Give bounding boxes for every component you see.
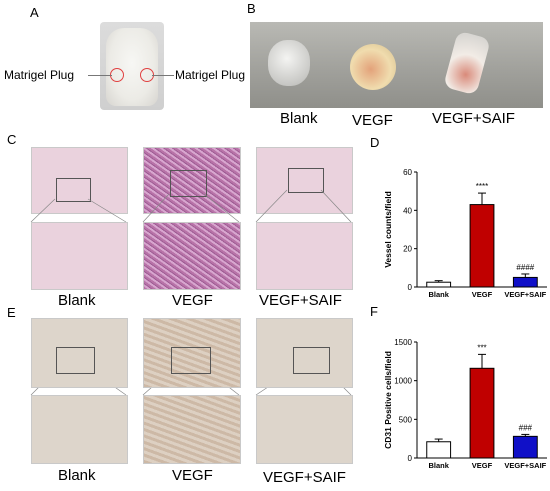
- x-tick-label: VEGF: [472, 461, 493, 470]
- x-tick-label: VEGF+SAIF: [504, 290, 546, 299]
- zoom-box: [288, 168, 324, 193]
- mouse-body: [106, 28, 158, 106]
- x-tick-label: VEGF: [472, 290, 493, 299]
- ihc-vegf-zoom: [143, 395, 241, 464]
- bar: [512, 435, 538, 459]
- ihc-blank-overview: [31, 318, 128, 388]
- y-tick-label: 0: [408, 283, 413, 292]
- left-plug-label: Matrigel Plug: [4, 68, 75, 82]
- y-tick-label: 1000: [394, 377, 412, 386]
- zoom-box: [170, 170, 207, 197]
- y-tick-label: 1500: [394, 338, 412, 347]
- zoom-box: [56, 347, 95, 374]
- he-saif-overview: [256, 147, 353, 214]
- he-blank-zoom: [31, 222, 128, 290]
- y-tick-label: 60: [403, 168, 412, 177]
- significance-label: ###: [519, 423, 533, 432]
- bar: [469, 204, 495, 288]
- ihc-vegf-overview: [143, 318, 241, 388]
- ihc-blank-zoom: [31, 395, 128, 464]
- right-pointer-line: [152, 75, 174, 76]
- y-axis-label: CD31 Positive cells/field: [383, 351, 393, 449]
- significance-label: ****: [476, 182, 488, 191]
- he-saif-zoom: [256, 222, 353, 290]
- e-label-vegf: VEGF: [172, 467, 213, 484]
- c-label-vegf: VEGF: [172, 292, 213, 309]
- bar: [426, 281, 452, 288]
- vessel-count-chart: 0 20 40 60 Vessel counts/field Blank VEGF **** V…: [383, 168, 547, 299]
- c-label-vegf-saif: VEGF+SAIF: [259, 292, 342, 309]
- y-tick-label: 0: [408, 454, 413, 463]
- bar: [469, 367, 495, 459]
- significance-label: ***: [477, 343, 486, 352]
- he-blank-overview: [31, 147, 128, 214]
- e-label-blank: Blank: [58, 467, 96, 484]
- zoom-box: [56, 178, 91, 202]
- bar: [426, 441, 452, 459]
- panel-b-letter: B: [247, 1, 256, 16]
- panel-a-letter: A: [30, 5, 39, 20]
- ihc-saif-zoom: [256, 395, 353, 464]
- panel-d-letter: D: [370, 135, 380, 150]
- x-tick-label: VEGF+SAIF: [504, 461, 546, 470]
- b-label-blank: Blank: [280, 110, 318, 127]
- y-tick-label: 40: [403, 206, 412, 215]
- zoom-box: [171, 347, 211, 374]
- x-tick-label: Blank: [428, 461, 449, 470]
- vegf-plug: [350, 44, 396, 90]
- panel-e-letter: E: [7, 305, 16, 320]
- he-vegf-overview: [143, 147, 241, 214]
- y-tick-label: 500: [399, 415, 413, 424]
- mouse-photo: [100, 22, 164, 110]
- y-axis-label: Vessel counts/field: [383, 191, 393, 268]
- plug-photo: [250, 22, 543, 108]
- panel-f-letter: F: [370, 304, 378, 319]
- b-label-vegf: VEGF: [352, 112, 393, 129]
- c-label-blank: Blank: [58, 292, 96, 309]
- y-tick-label: 20: [403, 245, 412, 254]
- significance-label: ####: [516, 263, 534, 272]
- b-label-vegf-saif: VEGF+SAIF: [432, 110, 515, 127]
- bar: [512, 276, 538, 288]
- blank-plug: [268, 40, 310, 86]
- e-label-vegf-saif: VEGF+SAIF: [263, 469, 346, 486]
- he-vegf-zoom: [143, 222, 241, 290]
- panel-c-letter: C: [7, 132, 17, 147]
- ihc-saif-overview: [256, 318, 353, 388]
- zoom-box: [293, 347, 330, 374]
- right-plug-label: Matrigel Plug: [175, 68, 246, 82]
- x-tick-label: Blank: [428, 290, 449, 299]
- left-pointer-line: [88, 75, 112, 76]
